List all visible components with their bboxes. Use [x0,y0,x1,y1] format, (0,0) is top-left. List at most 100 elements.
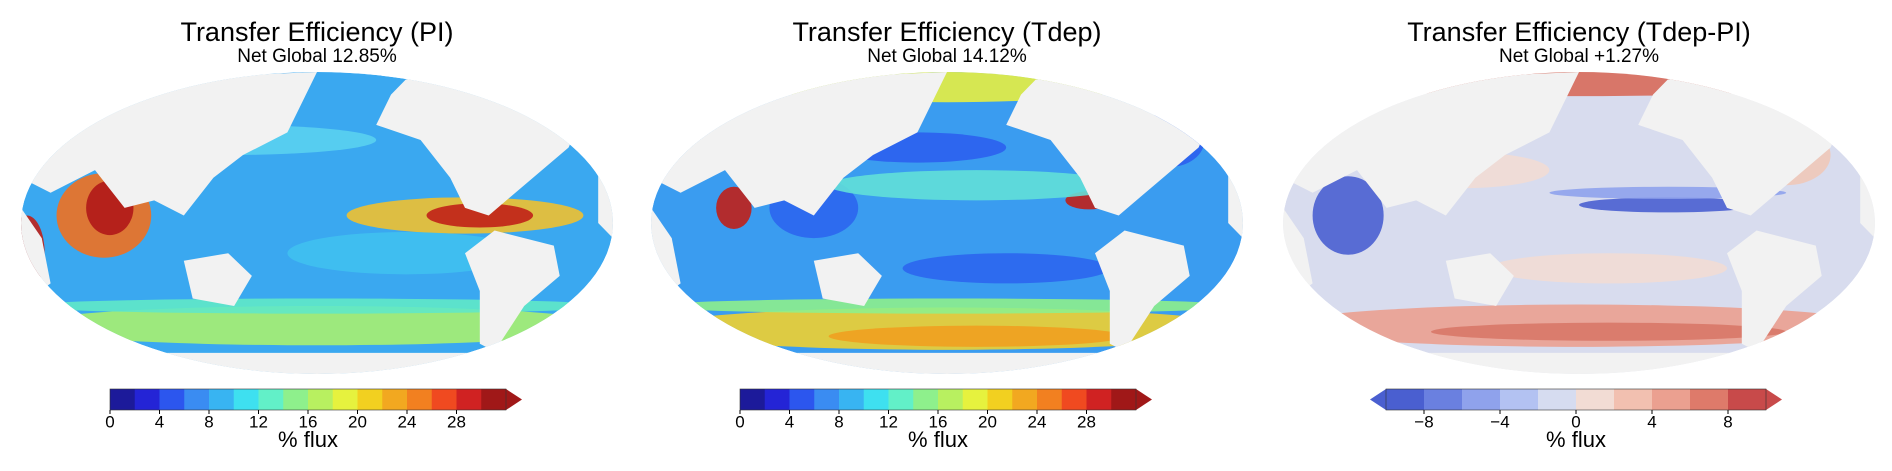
land [598,147,613,239]
colorbar-segment [233,389,259,410]
ocean-field [21,306,613,346]
colorbar-tick-label: 0 [1571,412,1580,431]
colorbar-segment [382,389,408,410]
land [465,230,560,352]
colorbar-segment [839,389,865,410]
colorbar-segment [1424,389,1463,410]
ocean-field [1342,72,1816,97]
colorbar-segment [1462,389,1501,410]
land [1727,230,1822,352]
ocean-field [651,298,1243,314]
colorbar-extend [1370,389,1386,410]
colorbar-tick-label: 0 [105,412,114,431]
colorbar-tick-label: 28 [447,412,466,431]
colorbar-extend [1766,389,1782,410]
colorbar-tick-label: 24 [1028,412,1047,431]
ocean-field [1490,253,1727,284]
colorbar-tick-label: 8 [1723,412,1732,431]
panel-title: Transfer Efficiency (PI) [180,17,453,47]
ocean-field [828,170,1125,201]
colorbar-tick-label: 12 [879,412,898,431]
colorbar-segment [110,389,136,410]
colorbar-segment [1012,389,1038,410]
colorbar-tick-label: 0 [735,412,744,431]
colorbar-tick-label: 24 [398,412,417,431]
colorbar-segment [407,389,433,410]
colorbar-segment [1652,389,1691,410]
colorbar-segment [913,389,939,410]
colorbar-segment [1037,389,1063,410]
ocean-field [828,325,1125,347]
ocean-field [287,232,525,275]
map [1283,72,1875,374]
colorbar-label: % flux [1546,427,1606,452]
colorbar-segment [1386,389,1425,410]
colorbar-tick-label: 4 [785,412,794,431]
colorbar-tick-label: 4 [1647,412,1656,431]
colorbar-segment [481,389,507,410]
colorbar-segment [1061,389,1087,410]
ocean-field [21,298,613,314]
colorbar-segment [283,389,309,410]
colorbar-extend [506,389,522,410]
colorbar-segment [764,389,790,410]
ocean-field [1431,322,1787,341]
colorbar-tick-label: 8 [834,412,843,431]
colorbar-segment [209,389,235,410]
land [1228,147,1243,239]
colorbar-segment [258,389,284,410]
colorbar-tick-label: 12 [249,412,268,431]
colorbar-tick-label: 16 [299,412,318,431]
colorbar-label: % flux [908,427,968,452]
colorbar-segment [1614,389,1653,410]
colorbar-segment [308,389,334,410]
ocean-field [716,186,752,230]
colorbar-segment [1728,389,1767,410]
colorbar-tick-label: 16 [929,412,948,431]
land [1095,230,1190,352]
colorbar-segment [938,389,964,410]
colorbar-segment [1538,389,1577,410]
colorbar-segment [1576,389,1615,410]
colorbar-segment [863,389,889,410]
ocean-field [1312,176,1384,255]
colorbar-segment [814,389,840,410]
colorbar-segment [1690,389,1729,410]
land [183,253,252,307]
colorbar-segment [962,389,988,410]
panel-title: Transfer Efficiency (Tdep) [792,17,1101,47]
colorbar-label: % flux [278,427,338,452]
panel-title: Transfer Efficiency (Tdep-PI) [1407,17,1751,47]
colorbar-segment [888,389,914,410]
land [1860,147,1875,239]
colorbar-tick-label: −8 [1414,412,1433,431]
colorbar-segment [1500,389,1539,410]
ocean-field [1579,197,1757,213]
map [21,72,613,374]
land [651,352,1243,374]
colorbar-segment [159,389,185,410]
colorbar-segment [789,389,815,410]
colorbar-segment [987,389,1013,410]
colorbar-segment [184,389,210,410]
colorbar-tick-label: 20 [978,412,997,431]
colorbar-tick-label: 28 [1077,412,1096,431]
colorbar-tick-label: 8 [204,412,213,431]
colorbar-segment [456,389,482,410]
colorbar-segment [1111,389,1137,410]
colorbar-segment [134,389,160,410]
colorbar-tick-label: −4 [1490,412,1509,431]
colorbar-segment [431,389,457,410]
panel-subtitle: Net Global 12.85% [237,46,397,67]
colorbar-segment [1086,389,1112,410]
land [1283,352,1875,374]
colorbar-tick-label: 4 [155,412,164,431]
colorbar-segment [357,389,383,410]
land [21,352,613,374]
land [813,253,882,307]
ocean-field [426,203,534,228]
colorbar-extend [1136,389,1152,410]
colorbar-tick-label: 20 [348,412,367,431]
colorbar-segment [332,389,358,410]
